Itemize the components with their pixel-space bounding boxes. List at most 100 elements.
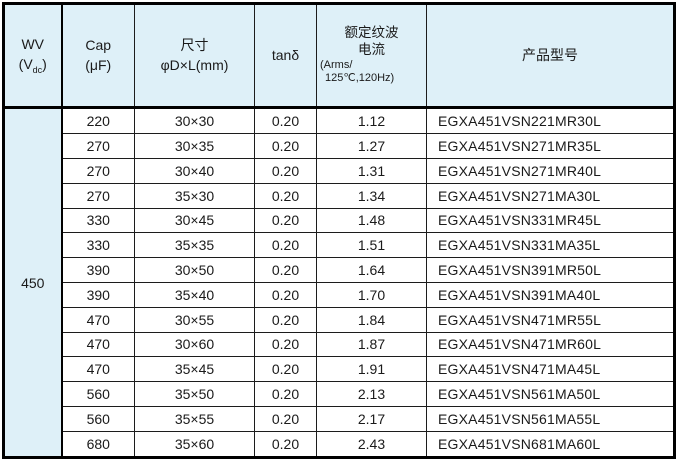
cell-tan-delta: 0.20 [254, 133, 317, 160]
header-ripple-line1: 额定纹波 [344, 24, 399, 40]
cell-cap: 680 [61, 430, 135, 459]
cell-tan-delta: 0.20 [254, 405, 317, 432]
cell-cap: 330 [61, 232, 135, 259]
cell-size: 30×50 [134, 257, 255, 283]
table-header: WV (Vdc) Cap (μF) 尺寸 φD×L(mm) tanδ 额定纹波 … [3, 3, 675, 109]
cell-ripple: 2.17 [316, 405, 427, 432]
cell-tan-delta: 0.20 [254, 106, 317, 135]
cell-model: EGXA451VSN561MA50L [426, 381, 675, 407]
cell-ripple: 1.51 [316, 232, 427, 259]
header-ripple-line3: (Arms/ [320, 58, 353, 71]
table-row: 270 30×40 0.20 1.31 EGXA451VSN271MR40L [4, 158, 675, 184]
table-row: 680 35×60 0.20 2.43 EGXA451VSN681MA60L [4, 430, 675, 459]
cell-model: EGXA451VSN271MR35L [426, 133, 675, 160]
cell-model: EGXA451VSN681MA60L [426, 430, 675, 459]
header-size: 尺寸 φD×L(mm) [134, 3, 255, 109]
cell-size: 30×40 [134, 158, 255, 184]
cell-size: 35×55 [134, 405, 255, 432]
cell-ripple: 1.12 [316, 106, 427, 135]
cell-model: EGXA451VSN271MR40L [426, 158, 675, 184]
cell-cap: 220 [61, 106, 135, 135]
header-ripple-current: 额定纹波 电流 (Arms/ 125℃,120Hz) [316, 3, 427, 109]
header-cap-line1: Cap [85, 36, 112, 53]
cell-model: EGXA451VSN221MR30L [426, 106, 675, 135]
cell-ripple: 1.64 [316, 257, 427, 283]
header-wv-paren-close: ) [42, 55, 47, 72]
cell-tan-delta: 0.20 [254, 232, 317, 259]
cell-size: 30×30 [134, 106, 255, 135]
table-row: 560 35×55 0.20 2.17 EGXA451VSN561MA55L [4, 405, 675, 432]
cell-model: EGXA451VSN331MA35L [426, 232, 675, 259]
cell-cap: 560 [61, 381, 135, 407]
cell-tan-delta: 0.20 [254, 257, 317, 283]
cell-model: EGXA451VSN271MA30L [426, 182, 675, 209]
cell-size: 35×60 [134, 430, 255, 459]
cell-ripple: 1.87 [316, 331, 427, 358]
header-row: WV (Vdc) Cap (μF) 尺寸 φD×L(mm) tanδ 额定纹波 … [3, 3, 675, 109]
header-wv-paren-open: (V [18, 55, 33, 72]
header-wv-line2: (Vdc) [5, 55, 61, 76]
cell-cap: 330 [61, 207, 135, 234]
cell-size: 35×45 [134, 356, 255, 383]
cell-cap: 270 [61, 158, 135, 184]
cell-ripple: 2.13 [316, 381, 427, 407]
cell-model: EGXA451VSN471MR55L [426, 306, 675, 333]
cell-size: 35×30 [134, 182, 255, 209]
header-wv-subscript: dc [32, 64, 43, 75]
cell-size: 30×35 [134, 133, 255, 160]
table-row: 470 30×60 0.20 1.87 EGXA451VSN471MR60L [4, 331, 675, 358]
table-row: 270 35×30 0.20 1.34 EGXA451VSN271MA30L [4, 182, 675, 209]
cell-cap: 390 [61, 281, 135, 308]
cell-cap: 390 [61, 257, 135, 283]
header-product-model-line1: 产品型号 [522, 46, 578, 63]
cell-tan-delta: 0.20 [254, 158, 317, 184]
cell-ripple: 2.43 [316, 430, 427, 459]
wv-value-cell: 450 [3, 107, 63, 458]
header-cap-line2: (μF) [85, 56, 112, 73]
cell-ripple: 1.48 [316, 207, 427, 234]
cell-size: 30×55 [134, 306, 255, 333]
cell-cap: 470 [61, 306, 135, 333]
cell-size: 35×50 [134, 381, 255, 407]
table-row: 470 35×45 0.20 1.91 EGXA451VSN471MA45L [4, 356, 675, 383]
cell-ripple: 1.34 [316, 182, 427, 209]
table-row: 450 220 30×30 0.20 1.12 EGXA451VSN221MR30L [3, 106, 675, 458]
cell-ripple: 1.27 [316, 133, 427, 160]
cell-tan-delta: 0.20 [254, 182, 317, 209]
table-row: 470 30×55 0.20 1.84 EGXA451VSN471MR55L [4, 306, 675, 333]
cell-size: 30×60 [134, 331, 255, 358]
cell-model: EGXA451VSN471MR60L [426, 331, 675, 358]
header-size-line1: 尺寸 [180, 36, 209, 53]
cell-cap: 560 [61, 405, 135, 432]
cell-cap: 270 [61, 133, 135, 160]
table-row: 330 30×45 0.20 1.48 EGXA451VSN331MR45L [4, 207, 675, 234]
cell-cap: 270 [61, 182, 135, 209]
header-product-model: 产品型号 [426, 3, 675, 109]
cell-size: 35×40 [134, 281, 255, 308]
table-row: 270 30×35 0.20 1.27 EGXA451VSN271MR35L [4, 133, 675, 160]
cell-size: 30×45 [134, 207, 255, 234]
cell-cap: 470 [61, 356, 135, 383]
table-row: 390 30×50 0.20 1.64 EGXA451VSN391MR50L [4, 257, 675, 283]
cell-tan-delta: 0.20 [254, 281, 317, 308]
cell-model: EGXA451VSN471MA45L [426, 356, 675, 383]
header-tan-delta-line1: tanδ [271, 46, 300, 63]
cell-size: 35×35 [134, 232, 255, 259]
table-body: 450 220 30×30 0.20 1.12 EGXA451VSN221MR30L 270… [3, 106, 675, 459]
table-row: 330 35×35 0.20 1.51 EGXA451VSN331MA35L [4, 232, 675, 259]
cell-tan-delta: 0.20 [254, 356, 317, 383]
cell-cap: 470 [61, 331, 135, 358]
table-row: 560 35×50 0.20 2.13 EGXA451VSN561MA50L [4, 381, 675, 407]
header-ripple-line4: 125℃,120Hz) [325, 72, 395, 85]
cell-tan-delta: 0.20 [254, 381, 317, 407]
cell-model: EGXA451VSN391MR50L [426, 257, 675, 283]
cell-tan-delta: 0.20 [254, 207, 317, 234]
table-row: 390 35×40 0.20 1.70 EGXA451VSN391MA40L [4, 281, 675, 308]
header-tan-delta: tanδ [254, 3, 317, 109]
cell-ripple: 1.31 [316, 158, 427, 184]
cell-model: EGXA451VSN331MR45L [426, 207, 675, 234]
header-ripple-line2: 电流 [358, 41, 385, 57]
header-wv-line1: WV [21, 36, 45, 52]
